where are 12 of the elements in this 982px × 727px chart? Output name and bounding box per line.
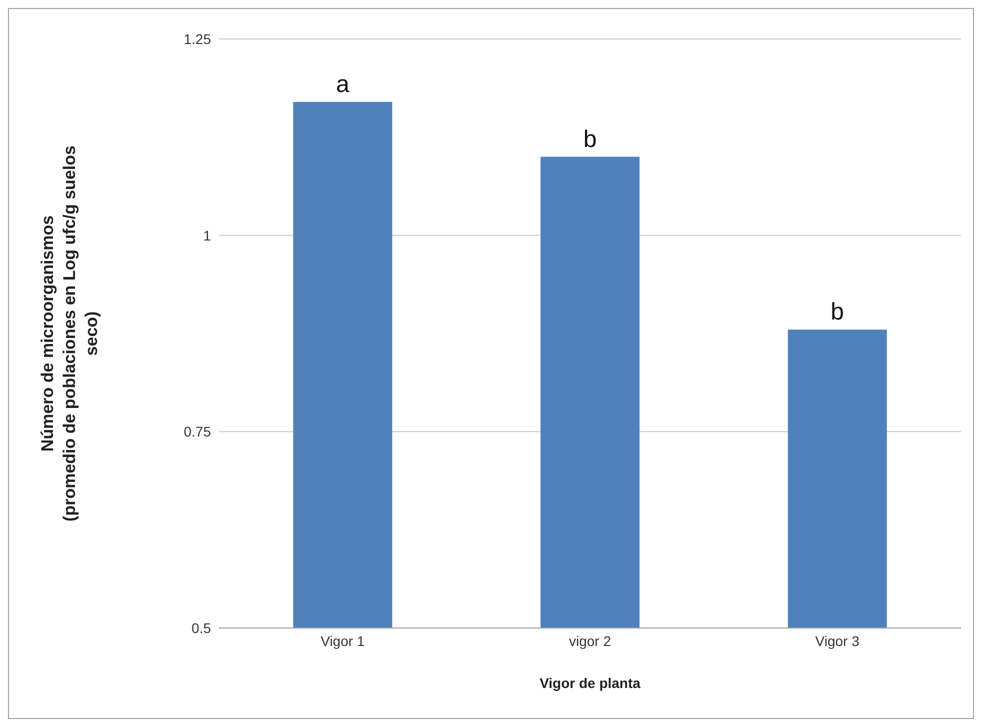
y-tick-label: 1.25 [184, 30, 212, 47]
y-tick-label: 1 [203, 227, 212, 244]
annotation: b [583, 126, 597, 153]
y-axis-title: Número de microorganismos (promedio de poblaciones en Log ufc/g suelos seco) [38, 146, 101, 522]
x-tick-label: Vigor 1 [320, 632, 365, 649]
x-tick-label: vigor 2 [568, 632, 612, 649]
annotation: a [336, 70, 350, 98]
x-axis-title: Vigor de planta [540, 675, 641, 691]
y-tick-label: 0.75 [184, 424, 212, 440]
annotation: b [830, 298, 844, 326]
y-tick-label: 0.5 [192, 620, 212, 636]
x-tick-label: Vigor 3 [815, 632, 860, 649]
